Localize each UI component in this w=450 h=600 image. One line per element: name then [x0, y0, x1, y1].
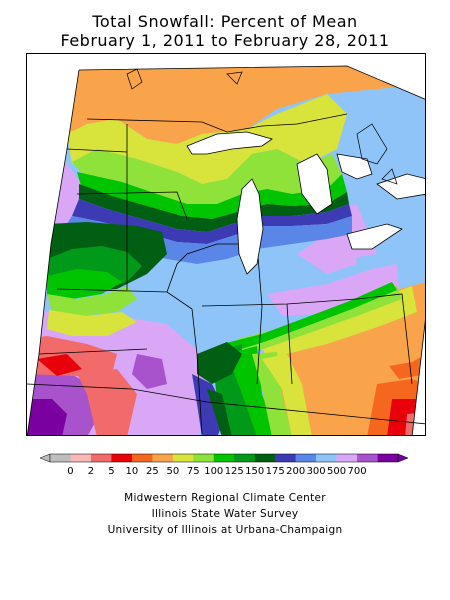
legend-tick-label: 150	[245, 466, 264, 477]
legend-tick-label: 5	[108, 466, 114, 477]
legend-swatch	[336, 454, 358, 462]
legend-arrow-high	[397, 453, 409, 463]
snowfall-field	[27, 66, 425, 435]
legend-tick-label: 700	[348, 466, 367, 477]
legend-border	[49, 453, 399, 463]
legend-tick-label: 500	[327, 466, 346, 477]
legend-swatch	[213, 454, 235, 462]
credit-isws: Illinois State Water Survey	[151, 508, 299, 520]
legend-tick-label: 200	[286, 466, 305, 477]
snowfall-map	[26, 53, 426, 436]
legend-tick-label: 75	[187, 466, 200, 477]
legend-swatch	[152, 454, 174, 462]
legend-tick-label: 10	[126, 466, 139, 477]
legend-swatch	[172, 454, 194, 462]
credit-uiuc: University of Illinois at Urbana-Champai…	[107, 524, 343, 536]
state-boundaries	[27, 65, 425, 435]
legend-arrow-low	[40, 453, 51, 463]
coastline-details	[126, 68, 398, 185]
color-legend: 0 2 5 10 25 50 75 100 125 150 175 200 300 500 700	[40, 452, 410, 482]
legend-swatch	[90, 454, 112, 462]
legend-tick-label: 25	[146, 466, 159, 477]
legend-swatch	[316, 454, 337, 462]
legend-tick-label: 0	[67, 466, 73, 477]
legend-tick-label: 2	[88, 466, 94, 477]
legend-swatch	[377, 454, 399, 462]
legend-tick-label: 175	[266, 466, 285, 477]
legend-tick-label: 100	[204, 466, 223, 477]
legend-swatch	[111, 454, 133, 462]
credit-mrcc: Midwestern Regional Climate Center	[124, 492, 326, 504]
legend-swatch	[70, 454, 92, 462]
legend-swatch	[131, 454, 153, 462]
legend-tick-label: 125	[225, 466, 244, 477]
legend-swatch	[50, 454, 71, 462]
legend-swatch	[275, 454, 296, 462]
legend-tick-label: 300	[307, 466, 326, 477]
legend-tick-label: 50	[166, 466, 179, 477]
legend-swatch	[234, 454, 256, 462]
legend-swatch	[295, 454, 317, 462]
legend-colorbar: 0 2 5 10 25 50 75 100 125 150 175 200 300 500 700	[40, 453, 409, 477]
legend-swatch	[254, 454, 276, 462]
legend-swatch	[357, 454, 378, 462]
legend-swatch	[193, 454, 215, 462]
map-subtitle: February 1, 2011 to February 28, 2011	[60, 31, 390, 50]
map-title: Total Snowfall: Percent of Mean	[92, 12, 358, 31]
great-lakes	[186, 131, 425, 275]
